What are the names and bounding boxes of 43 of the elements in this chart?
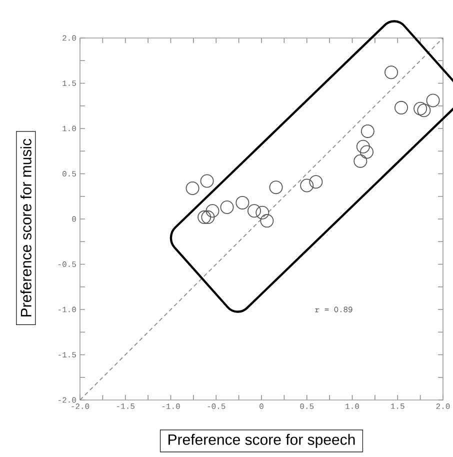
y-axis-title: Preference score for music: [20, 138, 32, 316]
x-axis-title: Preference score for speech: [168, 434, 355, 448]
x-tick-label: 2.0: [436, 404, 450, 409]
x-tick-label: 1.0: [346, 404, 359, 409]
point: [206, 204, 220, 218]
point: [417, 104, 431, 118]
point: [384, 66, 398, 80]
point: [356, 140, 370, 154]
x-tick-label: 0.5: [300, 404, 314, 409]
point: [394, 100, 408, 114]
point: [260, 214, 274, 228]
point: [269, 180, 283, 194]
point: [360, 124, 374, 138]
point: [414, 102, 428, 116]
y-tick-label: -1.5: [58, 352, 76, 358]
annotation: r = 0.89: [315, 306, 352, 312]
y-tick-label: 2.0: [62, 35, 76, 41]
x-tick-label: -0.5: [208, 404, 226, 409]
point: [201, 210, 215, 224]
x-tick-label: 1.5: [391, 404, 404, 409]
point: [236, 196, 250, 210]
point: [309, 175, 323, 189]
point: [186, 181, 200, 195]
point: [256, 206, 270, 220]
y-tick-label: 1.0: [62, 126, 76, 132]
y-tick-label: -2.0: [58, 397, 76, 403]
point: [200, 174, 214, 188]
point: [426, 94, 440, 108]
x-tick-label: -2.0: [72, 404, 90, 409]
y-tick-label: -0.5: [58, 262, 76, 267]
point: [198, 210, 212, 224]
point: [247, 204, 261, 218]
x-tick-label: 0: [260, 404, 264, 409]
point: [354, 154, 368, 168]
x-tick-label: -1.0: [162, 404, 180, 409]
point: [360, 145, 374, 159]
point: [220, 200, 234, 214]
y-tick-label: 1.5: [62, 80, 76, 86]
y-tick-label: -1.0: [58, 306, 76, 312]
y-tick-label: 0.5: [62, 171, 76, 176]
y-tick-label: 0: [72, 216, 76, 222]
x-tick-label: -1.5: [117, 404, 134, 409]
point: [300, 178, 314, 192]
